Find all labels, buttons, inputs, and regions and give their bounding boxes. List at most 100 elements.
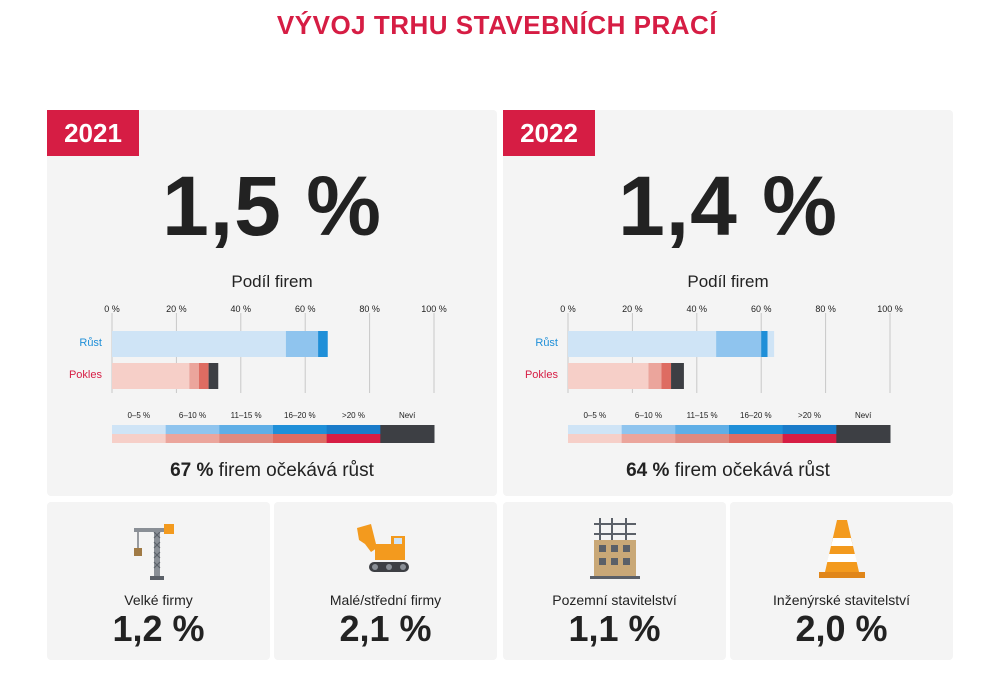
bar-segment: [568, 331, 717, 357]
bar-segment: [761, 331, 768, 357]
legend-swatch-pokles: [112, 434, 167, 443]
bar-segment: [189, 363, 199, 389]
year-badge: 2022: [503, 110, 595, 156]
bar-chart-2021: 0 % 20 % 40 % 60 % 80 % 100 % Růst Pokles 0–5 % 6…: [69, 304, 447, 443]
x-tick-label: 0 %: [104, 304, 120, 314]
growth-label: firem očekává růst: [213, 460, 374, 481]
bar-segment: [208, 363, 219, 389]
small-label: Inženýrské stavitelství: [773, 592, 910, 608]
legend-swatch-rust: [675, 425, 730, 434]
legend-swatch-pokles: [380, 434, 435, 443]
small-label: Velké firmy: [124, 592, 193, 608]
small-panel-civil-engineering: Inženýrské stavitelství 2,0 %: [730, 502, 953, 660]
small-value: 2,0 %: [795, 608, 888, 649]
legend-swatch-pokles: [165, 434, 220, 443]
bar-segment: [661, 363, 672, 389]
legend-label: 0–5 %: [583, 411, 606, 420]
legend-swatch-rust: [782, 425, 837, 434]
main-value: 1,4 %: [618, 159, 838, 253]
panel-2022: 2022 1,4 % Podíl firem 0 % 20 % 40 % 60 % 80…: [503, 110, 953, 496]
category-label: Růst: [535, 337, 558, 349]
bar-segment: [716, 331, 762, 357]
growth-label: firem očekává růst: [669, 460, 830, 481]
crane-icon: [133, 524, 174, 580]
legend-label: >20 %: [342, 411, 365, 420]
year-badge: 2021: [47, 110, 139, 156]
small-panel-small-firms: Malé/střední firmy 2,1 %: [274, 502, 497, 660]
legend-swatch-rust: [273, 425, 328, 434]
building-icon: [589, 518, 640, 579]
legend-swatch-pokles: [729, 434, 784, 443]
legend-label: 11–15 %: [687, 411, 718, 420]
category-label: Pokles: [69, 369, 103, 381]
small-panel-building: Pozemní stavitelství 1,1 %: [503, 502, 726, 660]
small-value: 1,1 %: [568, 608, 661, 649]
category-label: Růst: [79, 337, 102, 349]
main-value: 1,5 %: [162, 159, 382, 253]
x-tick-label: 40 %: [687, 304, 708, 314]
legend-label: 16–20 %: [740, 411, 772, 420]
legend-swatch-rust: [729, 425, 784, 434]
legend-swatch-rust: [621, 425, 676, 434]
bar-segment: [648, 363, 662, 389]
legend-swatch-pokles: [273, 434, 328, 443]
growth-text: 67 % firem očekává růst: [47, 460, 497, 482]
bar-segment: [767, 331, 775, 357]
legend-swatch-pokles: [836, 434, 891, 443]
bar-segment: [112, 331, 286, 357]
small-value: 1,2 %: [112, 608, 205, 649]
legend-swatch-pokles: [219, 434, 274, 443]
legend-swatch-pokles: [621, 434, 676, 443]
legend-label: 16–20 %: [284, 411, 316, 420]
x-tick-label: 20 %: [622, 304, 643, 314]
chart-title: Podíl firem: [231, 272, 313, 291]
bar-segment: [568, 363, 649, 389]
legend-swatch-pokles: [675, 434, 730, 443]
legend-label: >20 %: [798, 411, 821, 420]
x-tick-label: 60 %: [295, 304, 316, 314]
legend-swatch-rust: [326, 425, 381, 434]
growth-percent: 67 %: [170, 460, 214, 481]
legend-label: 11–15 %: [231, 411, 262, 420]
panel-2021: 2021 1,5 % Podíl firem 0 % 20 % 40 % 60 % 80…: [47, 110, 497, 496]
x-tick-label: 20 %: [166, 304, 187, 314]
legend-swatch-pokles: [782, 434, 837, 443]
x-tick-label: 60 %: [751, 304, 772, 314]
legend-swatch-pokles: [568, 434, 623, 443]
legend-swatch-rust: [380, 425, 435, 434]
legend-swatch-rust: [219, 425, 274, 434]
bar-segment: [318, 331, 328, 357]
legend-label: Neví: [399, 411, 416, 420]
legend-swatch-rust: [112, 425, 167, 434]
x-tick-label: 80 %: [815, 304, 836, 314]
bar-segment: [112, 363, 190, 389]
x-tick-label: 40 %: [231, 304, 252, 314]
legend-label: 6–10 %: [635, 411, 662, 420]
small-panel-large-firms: Velké firmy 1,2 %: [47, 502, 270, 660]
growth-percent: 64 %: [626, 460, 670, 481]
small-label: Malé/střední firmy: [329, 592, 442, 608]
x-tick-label: 100 %: [421, 304, 447, 314]
legend-swatch-rust: [568, 425, 623, 434]
excavator-icon: [356, 524, 409, 572]
legend-swatch-pokles: [326, 434, 381, 443]
legend-swatch-rust: [165, 425, 220, 434]
page-title: VÝVOJ TRHU STAVEBNÍCH PRACÍ: [276, 10, 718, 40]
x-tick-label: 0 %: [560, 304, 576, 314]
legend-label: Neví: [855, 411, 872, 420]
x-tick-label: 100 %: [877, 304, 903, 314]
chart-title: Podíl firem: [687, 272, 769, 291]
category-label: Pokles: [525, 369, 559, 381]
small-value: 2,1 %: [339, 608, 432, 649]
bar-segment: [671, 363, 684, 389]
bar-segment: [285, 331, 319, 357]
x-tick-label: 80 %: [359, 304, 380, 314]
growth-text: 64 % firem očekává růst: [503, 460, 953, 482]
legend-label: 0–5 %: [127, 411, 150, 420]
traffic-cone-icon: [818, 520, 865, 578]
bar-segment: [198, 363, 209, 389]
small-label: Pozemní stavitelství: [552, 592, 677, 608]
legend-label: 6–10 %: [179, 411, 206, 420]
legend-swatch-rust: [836, 425, 891, 434]
bar-chart-2022: 0 % 20 % 40 % 60 % 80 % 100 % Růst Pokles 0–5 % 6…: [525, 304, 903, 443]
